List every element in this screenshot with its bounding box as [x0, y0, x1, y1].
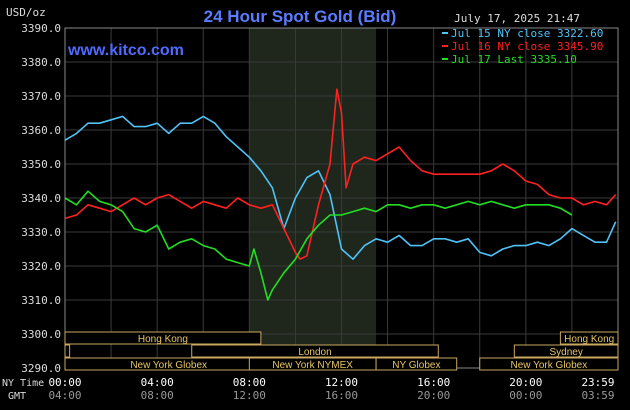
- y-tick-label: 3350.0: [21, 158, 61, 171]
- gmt-time-tick: 20:00: [417, 389, 450, 402]
- gmt-time-tick: 04:00: [48, 389, 81, 402]
- ny-time-tick: 23:59: [581, 376, 614, 389]
- y-tick-label: 3290.0: [21, 362, 61, 375]
- gmt-time-tick: 12:00: [233, 389, 266, 402]
- series-line-2: [64, 88, 617, 261]
- session-label: New York Globex: [130, 360, 207, 371]
- ny-time-tick: 20:00: [509, 376, 542, 389]
- y-tick-label: 3360.0: [21, 124, 61, 137]
- ny-time-tick: 00:00: [48, 376, 81, 389]
- session-bar: [64, 344, 71, 358]
- legend-swatch: [442, 32, 448, 34]
- y-tick-label: 3340.0: [21, 192, 61, 205]
- legend-swatch: [442, 45, 448, 47]
- market-sessions: Hong Kong Hong Kong London Sydney New York G…: [64, 331, 619, 371]
- legend-entry: Jul 17 Last 3335.10: [451, 53, 577, 66]
- y-tick-label: 3320.0: [21, 260, 61, 273]
- legend-entry: Jul 15 NY close 3322.60: [451, 27, 603, 40]
- session-bar: [375, 357, 458, 371]
- y-axis-ticks: 3290.0 3300.0 3310.0 3320.0 3330.0 3340.0 3350…: [21, 22, 61, 375]
- time-row-label: NY Time: [2, 378, 44, 389]
- gmt-time-tick: 03:59: [581, 389, 614, 402]
- session-bar: [513, 344, 619, 358]
- session-label: Hong Kong: [138, 334, 188, 345]
- chart-title: 24 Hour Spot Gold (Bid): [204, 7, 397, 26]
- series-line-3: [64, 190, 573, 301]
- session-bar: [191, 344, 439, 358]
- session-label: New York NYMEX: [272, 360, 353, 371]
- time-row-label: GMT: [8, 391, 26, 402]
- legend-swatch: [442, 58, 448, 60]
- y-tick-label: 3300.0: [21, 328, 61, 341]
- y-tick-label: 3370.0: [21, 90, 61, 103]
- series-line-1: [64, 115, 617, 261]
- time-axis: NY TimeGMT00:0004:0004:0008:0008:0012:00…: [2, 376, 615, 402]
- y-axis-units: USD/oz: [6, 6, 46, 19]
- watermark-url: www.kitco.com: [67, 42, 184, 59]
- ny-time-tick: 16:00: [417, 376, 450, 389]
- session-bar: [479, 357, 619, 371]
- legend-entry: Jul 16 NY close 3345.90: [451, 40, 603, 53]
- session-bar: [559, 331, 619, 345]
- y-tick-label: 3390.0: [21, 22, 61, 35]
- session-label: Hong Kong: [564, 334, 614, 345]
- timestamp: July 17, 2025 21:47: [454, 12, 580, 25]
- y-tick-label: 3310.0: [21, 294, 61, 307]
- session-bar: [64, 331, 262, 345]
- session-label: Sydney: [549, 347, 582, 358]
- session-label: London: [298, 347, 331, 358]
- ny-time-tick: 04:00: [141, 376, 174, 389]
- session-label: NY Globex: [392, 360, 440, 371]
- y-tick-label: 3380.0: [21, 56, 61, 69]
- gmt-time-tick: 00:00: [509, 389, 542, 402]
- y-tick-label: 3330.0: [21, 226, 61, 239]
- gmt-time-tick: 08:00: [141, 389, 174, 402]
- ny-time-tick: 12:00: [325, 376, 358, 389]
- gmt-time-tick: 16:00: [325, 389, 358, 402]
- series: [64, 88, 617, 301]
- session-label: New York Globex: [511, 360, 588, 371]
- ny-time-tick: 08:00: [233, 376, 266, 389]
